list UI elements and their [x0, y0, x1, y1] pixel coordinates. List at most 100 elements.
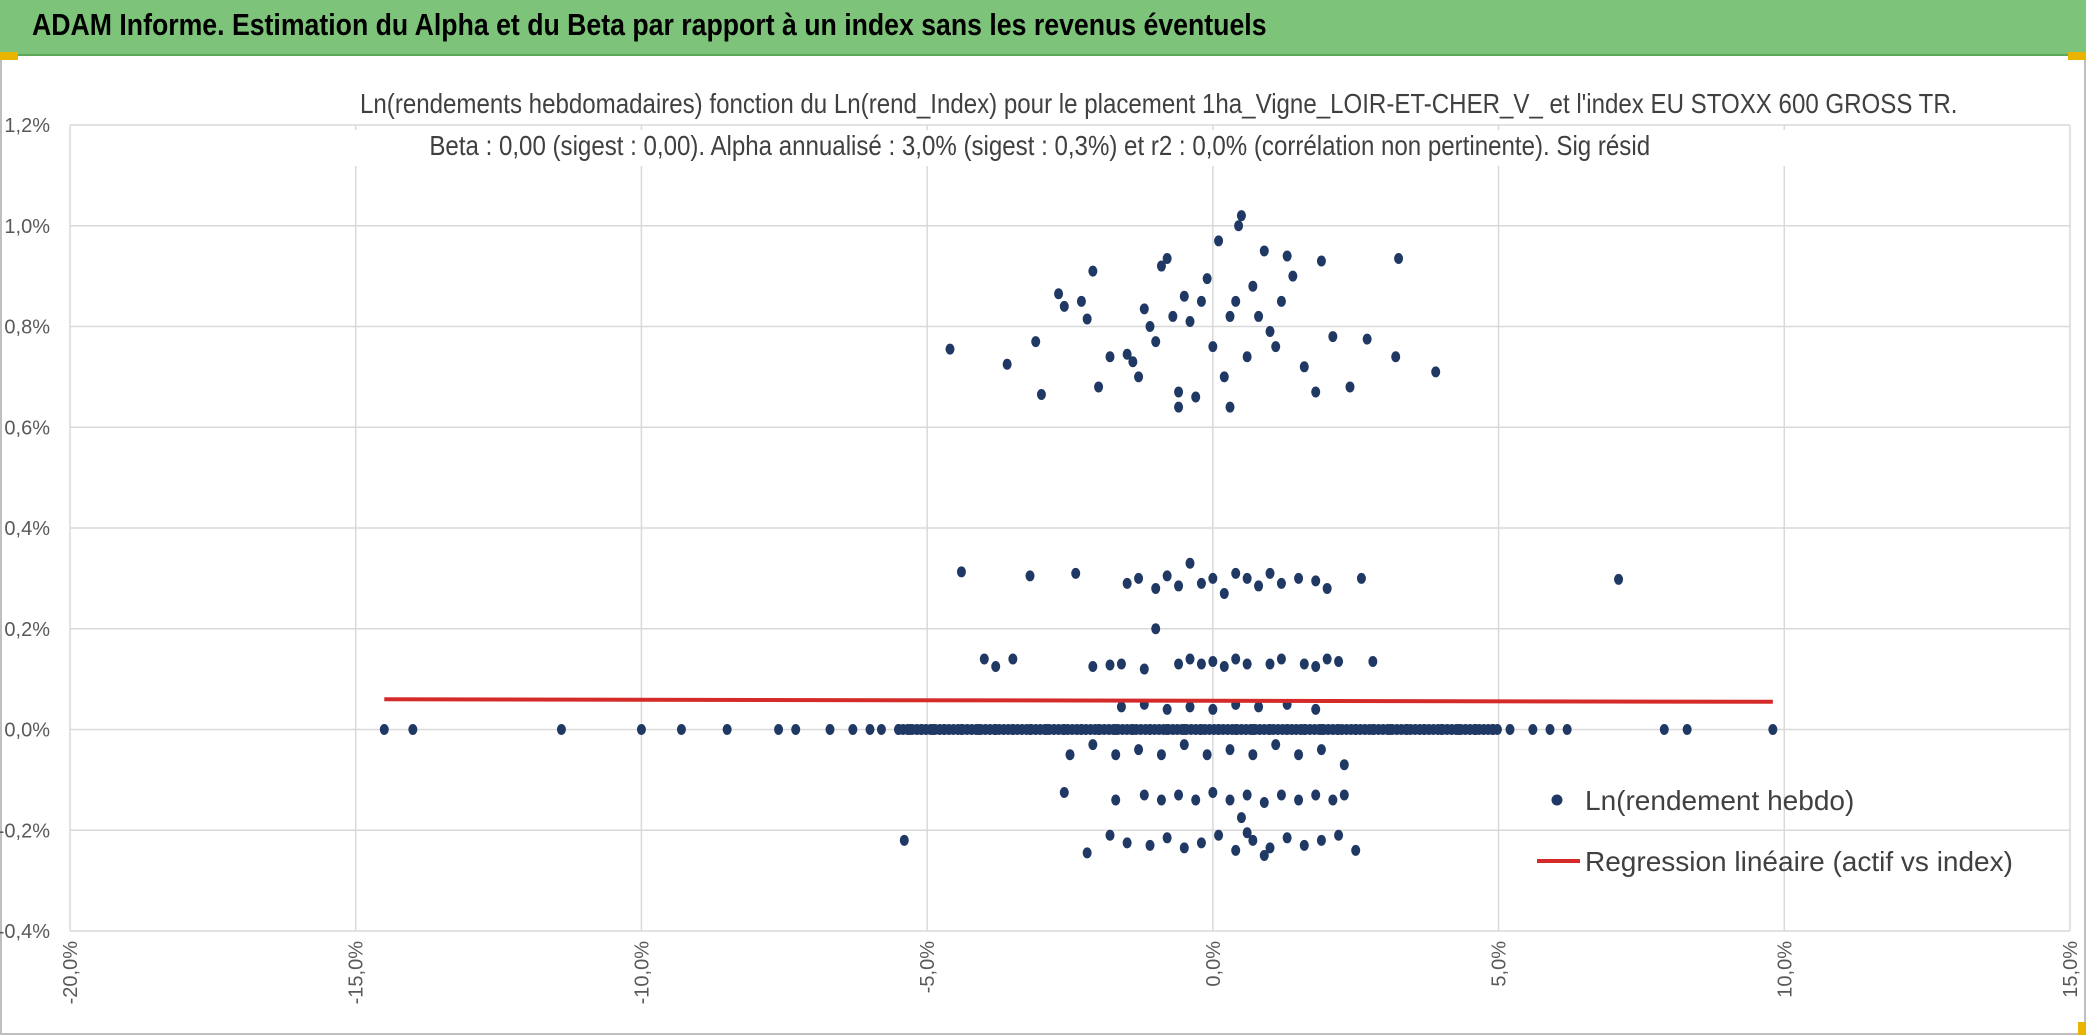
data-point	[1339, 789, 1349, 801]
y-tick-label: 1,2%	[4, 115, 50, 137]
data-point	[1219, 371, 1229, 383]
data-point	[1134, 371, 1144, 383]
data-point	[1254, 580, 1264, 592]
data-point	[1185, 557, 1195, 569]
data-point	[1505, 724, 1515, 735]
data-point	[1391, 351, 1401, 363]
data-point	[1368, 655, 1378, 667]
data-point	[1151, 336, 1161, 348]
data-point	[1105, 351, 1115, 363]
data-point	[1351, 844, 1361, 856]
data-point	[1116, 658, 1126, 670]
data-point	[1071, 567, 1081, 579]
data-point	[1059, 786, 1069, 798]
x-axis-ticks: -20,0% -15,0% -10,0% -5,0% 0,0% 5,0% 10,0% 15,0…	[60, 941, 2082, 1005]
data-point	[1179, 842, 1189, 854]
data-point	[1065, 749, 1075, 761]
data-point	[636, 724, 646, 735]
data-point	[1288, 270, 1298, 282]
data-point	[1174, 580, 1184, 592]
data-point	[1202, 273, 1212, 285]
data-point	[1311, 386, 1321, 398]
data-point	[1431, 366, 1441, 378]
data-point	[1271, 739, 1281, 751]
data-point	[1322, 653, 1332, 665]
data-point	[1196, 837, 1206, 849]
data-point	[676, 724, 686, 735]
data-point	[1276, 577, 1286, 589]
x-tick-label: 0,0%	[1203, 941, 1225, 987]
data-point	[1162, 252, 1172, 264]
data-point	[1225, 794, 1235, 806]
data-point	[1362, 333, 1372, 345]
data-point	[1294, 749, 1304, 761]
data-point	[1145, 321, 1155, 332]
data-point	[1214, 829, 1224, 841]
data-point	[1492, 724, 1502, 735]
data-point	[1088, 661, 1098, 673]
resize-handle-top-right[interactable]	[2068, 52, 2086, 60]
data-point	[1214, 235, 1224, 247]
data-point	[1242, 827, 1252, 839]
data-point	[1219, 587, 1229, 599]
data-point	[1231, 844, 1241, 856]
data-point	[1151, 582, 1161, 594]
y-tick-label: 0,8%	[4, 317, 50, 339]
data-point	[1185, 701, 1195, 713]
data-point	[1151, 623, 1161, 635]
data-point	[1208, 341, 1218, 353]
data-point	[1139, 789, 1149, 801]
data-point	[1231, 295, 1241, 307]
data-point	[1254, 701, 1264, 713]
data-point	[379, 724, 389, 735]
chart-title: Ln(rendements hebdomadaires) fonction du…	[230, 88, 1957, 124]
data-point	[991, 661, 1001, 673]
chart-subtitle: Beta : 0,00 (sigest : 0,00). Alpha annua…	[230, 130, 1850, 166]
data-point	[1299, 361, 1309, 373]
data-point	[1208, 655, 1218, 667]
data-point	[1139, 303, 1149, 315]
data-point	[1208, 786, 1218, 798]
data-point	[1282, 250, 1292, 262]
resize-handle-top-left[interactable]	[0, 52, 18, 60]
data-point	[1145, 839, 1155, 851]
data-point	[1271, 341, 1281, 353]
data-point	[1174, 789, 1184, 801]
data-point	[1311, 661, 1321, 673]
legend: Ln(rendement hebdo) Regression linéaire …	[1537, 785, 2013, 877]
legend-label-regression: Regression linéaire (actif vs index)	[1585, 846, 2013, 877]
data-point	[1128, 356, 1138, 368]
data-point	[1242, 351, 1252, 363]
y-tick-label: 0,2%	[4, 619, 50, 641]
data-point	[1545, 724, 1555, 735]
data-point	[876, 724, 886, 735]
legend-marker-scatter	[1551, 794, 1563, 806]
data-point	[1208, 572, 1218, 584]
data-point	[1242, 658, 1252, 670]
data-point	[1174, 658, 1184, 670]
data-point	[1156, 749, 1166, 761]
data-point	[1179, 290, 1189, 302]
y-tick-label: 0,6%	[4, 417, 50, 439]
y-tick-label: 1,0%	[4, 216, 50, 238]
data-point	[1082, 847, 1092, 859]
resize-handle-bottom-right[interactable]	[2078, 1022, 2086, 1035]
data-point	[1059, 300, 1069, 312]
data-point	[1025, 570, 1035, 582]
data-point	[1162, 570, 1172, 582]
data-point	[1196, 295, 1206, 307]
data-point	[1196, 658, 1206, 670]
data-point	[1339, 759, 1349, 771]
data-point	[1088, 265, 1098, 277]
data-point	[865, 724, 875, 735]
data-point	[825, 724, 835, 735]
data-point	[1105, 659, 1115, 671]
data-point	[1276, 789, 1286, 801]
data-point	[1265, 842, 1275, 854]
data-point	[1225, 401, 1235, 413]
data-point	[1156, 794, 1166, 806]
data-point	[1174, 386, 1184, 398]
data-point	[1316, 744, 1326, 756]
header-banner: ADAM Informe. Estimation du Alpha et du …	[0, 0, 2086, 56]
